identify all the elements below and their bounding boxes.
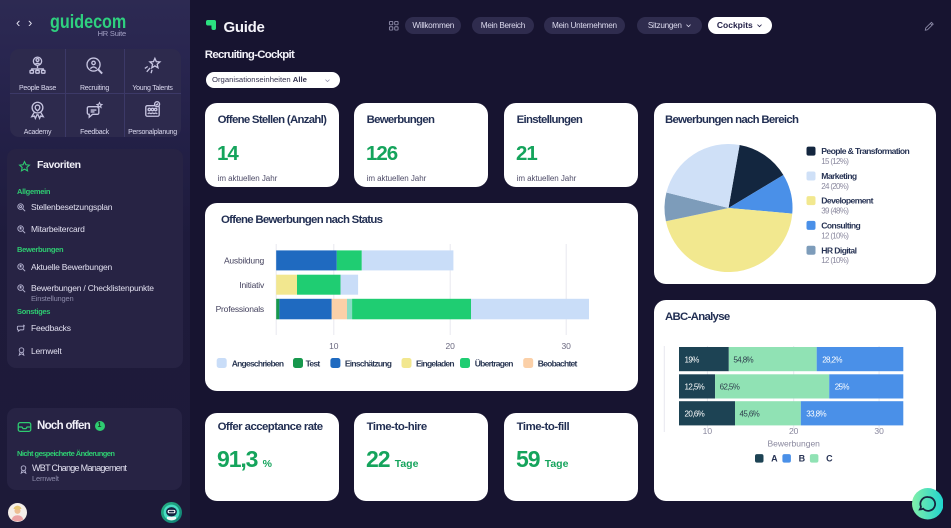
svg-text:12 (10%): 12 (10%) bbox=[821, 231, 849, 240]
svg-text:28,2%: 28,2% bbox=[822, 355, 842, 364]
svg-text:Initiativ: Initiativ bbox=[239, 280, 265, 290]
svg-text:33,8%: 33,8% bbox=[806, 409, 826, 418]
svg-text:24 (20%): 24 (20%) bbox=[821, 182, 849, 191]
svg-text:10: 10 bbox=[703, 426, 713, 436]
svg-text:12 (10%): 12 (10%) bbox=[821, 256, 849, 265]
svg-text:45,6%: 45,6% bbox=[740, 409, 760, 418]
svg-text:A: A bbox=[771, 453, 778, 463]
svg-text:20: 20 bbox=[789, 426, 799, 436]
svg-text:B: B bbox=[799, 453, 806, 463]
svg-text:Test: Test bbox=[306, 359, 321, 369]
svg-text:39 (48%): 39 (48%) bbox=[821, 207, 849, 216]
svg-text:Ausbildung: Ausbildung bbox=[224, 256, 265, 266]
svg-text:30: 30 bbox=[874, 426, 884, 436]
svg-text:People & Transformation: People & Transformation bbox=[821, 146, 909, 156]
svg-text:Beobachtet: Beobachtet bbox=[538, 359, 578, 369]
svg-text:20: 20 bbox=[445, 341, 455, 351]
svg-text:19%: 19% bbox=[685, 355, 700, 364]
svg-text:54,8%: 54,8% bbox=[733, 355, 753, 364]
svg-text:Developement: Developement bbox=[821, 196, 873, 206]
svg-text:20,6%: 20,6% bbox=[685, 409, 705, 418]
svg-text:Eingeladen: Eingeladen bbox=[416, 359, 454, 369]
svg-text:Bewerbungen: Bewerbungen bbox=[767, 439, 820, 449]
svg-text:25%: 25% bbox=[835, 383, 850, 392]
svg-text:Einschätzung: Einschätzung bbox=[345, 359, 392, 369]
svg-text:C: C bbox=[826, 453, 833, 463]
svg-text:10: 10 bbox=[329, 341, 339, 351]
svg-text:Angeschrieben: Angeschrieben bbox=[232, 359, 284, 369]
svg-text:15 (12%): 15 (12%) bbox=[821, 157, 849, 166]
svg-text:Übertragen: Übertragen bbox=[475, 359, 513, 369]
svg-text:30: 30 bbox=[561, 341, 571, 351]
svg-text:Professionals: Professionals bbox=[216, 304, 264, 314]
svg-text:62,5%: 62,5% bbox=[720, 383, 740, 392]
svg-text:Consulting: Consulting bbox=[821, 221, 860, 231]
svg-text:Marketing: Marketing bbox=[821, 171, 857, 181]
svg-text:HR Digital: HR Digital bbox=[821, 245, 856, 255]
svg-text:12,5%: 12,5% bbox=[685, 383, 705, 392]
